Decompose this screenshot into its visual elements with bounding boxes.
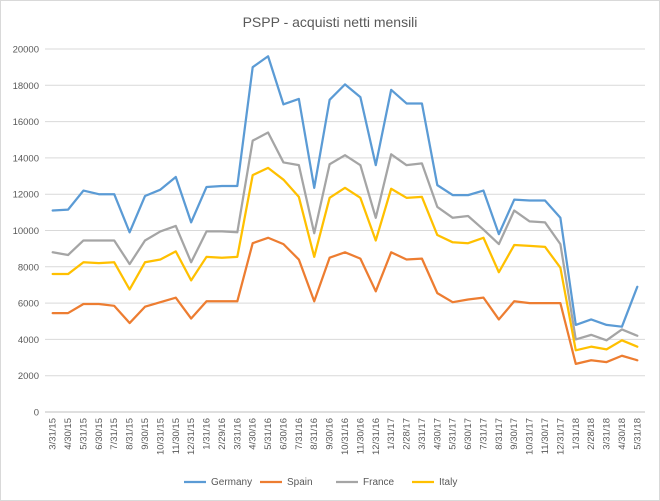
x-tick-label: 1/31/17 [386, 418, 397, 450]
series-lines [51, 55, 639, 366]
legend-item-france: France [336, 477, 395, 488]
y-tick-label: 10000 [13, 226, 39, 237]
x-axis-tick-labels: 3/31/15 4/30/15 5/31/15 6/30/15 7/31/15 8/31/… [48, 418, 644, 455]
legend-item-germany: Germany [184, 477, 252, 488]
y-tick-label: 4000 [18, 335, 39, 346]
x-tick-label: 7/31/16 [294, 418, 305, 450]
x-tick-label: 5/31/17 [448, 418, 459, 450]
series-line-spain [51, 236, 639, 366]
x-tick-label: 7/31/15 [109, 418, 120, 450]
y-axis-tick-labels: 0 2000 4000 6000 8000 10000 12000 14000 16000 180… [13, 45, 39, 419]
y-tick-label: 0 [34, 408, 39, 419]
x-tick-label: 6/30/16 [278, 418, 289, 450]
x-tick-label: 8/31/17 [494, 418, 505, 450]
gridlines [45, 48, 645, 413]
x-tick-label: 5/31/18 [632, 418, 643, 450]
x-tick-label: 5/31/15 [78, 418, 89, 450]
y-tick-label: 16000 [13, 117, 39, 128]
y-tick-label: 18000 [13, 81, 39, 92]
x-tick-label: 2/29/16 [217, 418, 228, 450]
x-tick-label: 12/31/16 [371, 418, 382, 455]
x-tick-label: 10/31/16 [340, 418, 351, 455]
legend-item-italy: Italy [412, 477, 457, 488]
x-tick-label: 2/28/17 [402, 418, 413, 450]
x-tick-label: 3/31/15 [48, 418, 59, 450]
y-tick-label: 12000 [13, 190, 39, 201]
x-tick-label: 9/30/16 [325, 418, 336, 450]
x-tick-label: 8/31/16 [309, 418, 320, 450]
x-tick-label: 11/30/17 [540, 418, 551, 454]
y-tick-label: 2000 [18, 371, 39, 382]
x-tick-label: 3/31/18 [602, 418, 613, 450]
y-tick-label: 6000 [18, 299, 39, 310]
legend-label: France [363, 477, 395, 488]
series-line-germany [51, 55, 639, 328]
y-tick-label: 8000 [18, 262, 39, 273]
x-tick-label: 6/30/17 [463, 418, 474, 450]
legend-label: Italy [439, 477, 457, 488]
series-line-italy [51, 166, 639, 352]
legend-label: Spain [287, 477, 313, 488]
x-tick-label: 5/31/16 [263, 418, 274, 450]
chart-title: PSPP - acquisti netti mensili [243, 14, 418, 30]
y-tick-label: 14000 [13, 153, 39, 164]
x-tick-label: 3/31/17 [417, 418, 428, 450]
x-tick-label: 8/31/15 [125, 418, 136, 450]
x-tick-label: 4/30/16 [248, 418, 259, 450]
legend-label: Germany [211, 477, 252, 488]
x-tick-label: 1/31/18 [571, 418, 582, 450]
x-tick-label: 2/28/18 [586, 418, 597, 450]
x-tick-label: 3/31/16 [232, 418, 243, 450]
x-tick-label: 10/31/15 [155, 418, 166, 455]
x-tick-label: 9/30/17 [509, 418, 520, 450]
x-tick-label: 4/30/17 [432, 418, 443, 450]
y-tick-label: 20000 [13, 45, 39, 56]
x-tick-label: 11/30/15 [171, 418, 182, 454]
x-tick-label: 1/31/16 [202, 418, 213, 450]
series-line-france [51, 131, 639, 342]
x-tick-label: 7/31/17 [478, 418, 489, 450]
legend-item-spain: Spain [260, 477, 313, 488]
x-tick-label: 10/31/17 [525, 418, 536, 455]
legend: Germany Spain France Italy [184, 477, 457, 488]
x-tick-label: 12/31/17 [555, 418, 566, 455]
x-tick-label: 4/30/15 [63, 418, 74, 450]
x-tick-label: 12/31/15 [186, 418, 197, 455]
x-tick-label: 9/30/15 [140, 418, 151, 450]
x-tick-label: 4/30/18 [617, 418, 628, 450]
x-tick-label: 11/30/16 [355, 418, 366, 454]
x-tick-label: 6/30/15 [94, 418, 105, 450]
